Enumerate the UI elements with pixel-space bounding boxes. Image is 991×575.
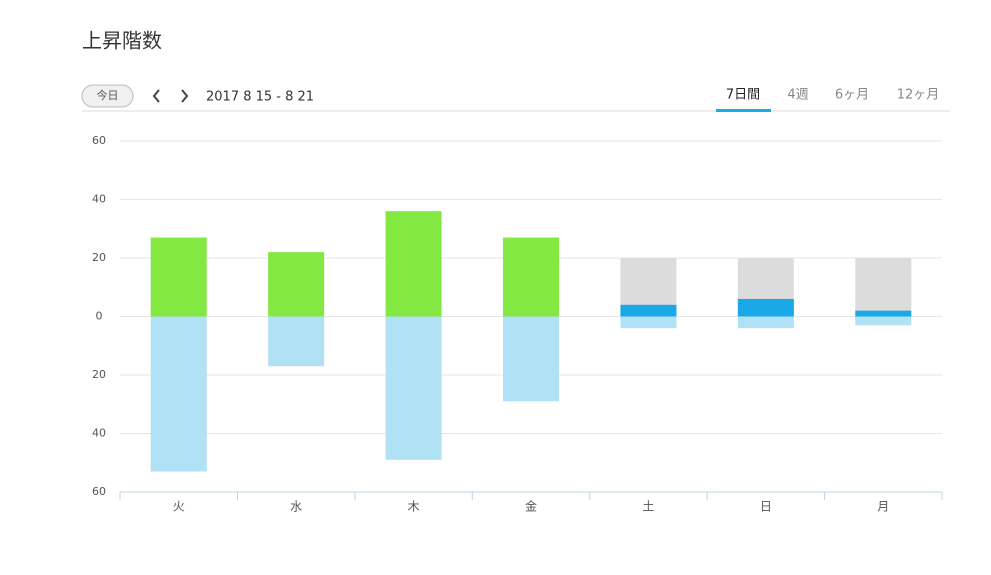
tab[interactable]: 7日間 bbox=[726, 88, 760, 103]
x-tick-label: 水 bbox=[290, 500, 302, 514]
date-range: 2017 8 15 - 8 21 bbox=[206, 90, 314, 105]
today-button[interactable] bbox=[81, 84, 134, 108]
y-tick-label: 60 bbox=[92, 485, 106, 498]
bar bbox=[737, 298, 794, 317]
tab[interactable]: 6ヶ月 bbox=[835, 88, 869, 103]
bar bbox=[855, 310, 912, 317]
bar bbox=[620, 316, 677, 329]
tab-underline bbox=[716, 109, 771, 112]
x-tick-label: 月 bbox=[877, 500, 889, 514]
next-arrow[interactable] bbox=[181, 89, 189, 103]
y-tick-label: 20 bbox=[92, 251, 106, 264]
x-tick-label: 火 bbox=[173, 500, 185, 514]
prev-arrow[interactable] bbox=[152, 89, 160, 103]
bar bbox=[150, 237, 207, 317]
page-title: 上昇階数 bbox=[82, 29, 162, 53]
x-tick-label: 金 bbox=[525, 499, 537, 514]
bar bbox=[503, 316, 559, 402]
bar bbox=[737, 316, 794, 329]
y-tick-label: 20 bbox=[92, 368, 106, 381]
x-tick-label: 木 bbox=[408, 500, 420, 514]
y-tick-label: 60 bbox=[92, 134, 106, 147]
tab[interactable]: 4週 bbox=[787, 88, 808, 103]
bar bbox=[855, 316, 912, 326]
y-tick-label: 40 bbox=[92, 193, 106, 206]
x-tick-label: 日 bbox=[760, 500, 772, 514]
x-tick-label: 土 bbox=[642, 500, 654, 514]
bar bbox=[503, 237, 559, 317]
bar bbox=[385, 316, 442, 460]
bar bbox=[855, 258, 912, 317]
bar bbox=[268, 316, 325, 367]
bar bbox=[385, 211, 442, 317]
tab[interactable]: 12ヶ月 bbox=[897, 88, 940, 103]
bar bbox=[150, 316, 207, 472]
bar bbox=[620, 304, 677, 317]
y-tick-label: 0 bbox=[96, 310, 103, 323]
y-tick-label: 40 bbox=[92, 427, 106, 440]
today-label[interactable]: 今日 bbox=[97, 88, 119, 102]
bar bbox=[268, 252, 325, 317]
